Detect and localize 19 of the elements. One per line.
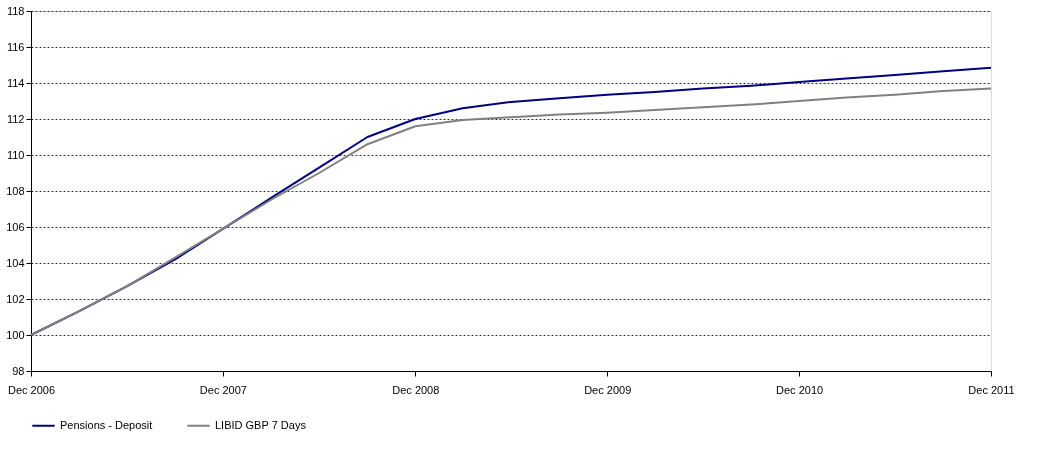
- y-tick-label: 98: [12, 364, 25, 377]
- y-tick-label: 112: [6, 112, 25, 125]
- y-tick-label: 100: [6, 328, 25, 341]
- x-tick-label: Dec 2008: [392, 383, 440, 396]
- x-tick-label: Dec 2009: [584, 383, 632, 396]
- x-tick-label: Dec 2011: [968, 383, 1015, 396]
- legend-label: Pensions - Deposit: [60, 418, 153, 431]
- y-tick-label: 106: [6, 220, 25, 233]
- y-tick-label: 116: [6, 40, 25, 53]
- y-tick-label: 114: [6, 76, 25, 89]
- y-tick-label: 102: [6, 292, 25, 305]
- x-tick-label: Dec 2010: [776, 383, 824, 396]
- y-tick-label: 110: [6, 148, 25, 161]
- legend-label: LIBID GBP 7 Days: [215, 418, 307, 431]
- y-tick-label: 104: [6, 256, 25, 269]
- y-tick-label: 118: [6, 4, 25, 17]
- y-tick-label: 108: [6, 184, 25, 197]
- x-tick-label: Dec 2006: [7, 383, 56, 396]
- x-tick-label: Dec 2007: [199, 383, 247, 396]
